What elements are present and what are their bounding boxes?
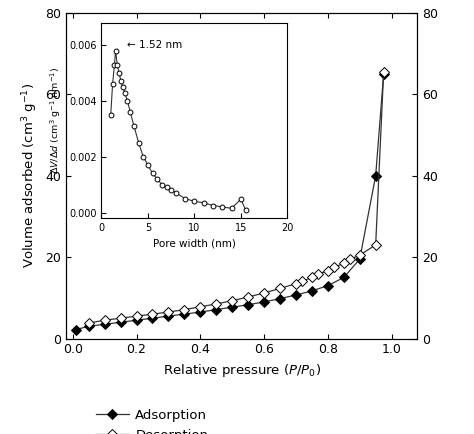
Adsorption bbox=[381, 72, 386, 77]
Adsorption bbox=[245, 302, 251, 307]
Adsorption bbox=[277, 296, 283, 301]
Desorption bbox=[315, 272, 321, 277]
Adsorption bbox=[134, 318, 139, 323]
Adsorption bbox=[118, 319, 123, 325]
Desorption bbox=[381, 69, 386, 75]
Desorption bbox=[229, 298, 235, 303]
Desorption bbox=[347, 256, 353, 262]
Line: Desorption: Desorption bbox=[85, 68, 387, 327]
Desorption bbox=[309, 275, 315, 280]
Desorption bbox=[198, 304, 203, 309]
Desorption bbox=[300, 279, 305, 284]
Adsorption bbox=[182, 312, 187, 317]
Adsorption bbox=[86, 324, 91, 329]
Desorption bbox=[331, 265, 337, 270]
Adsorption bbox=[357, 256, 363, 262]
Desorption bbox=[102, 318, 108, 323]
Adsorption bbox=[325, 283, 331, 288]
Legend: Adsorption, Desorption: Adsorption, Desorption bbox=[91, 404, 214, 434]
Desorption bbox=[261, 290, 267, 296]
Desorption bbox=[118, 316, 123, 321]
Adsorption bbox=[102, 322, 108, 327]
Desorption bbox=[213, 301, 219, 306]
Adsorption bbox=[229, 305, 235, 310]
Y-axis label: Volume adsorbed (cm$^3$ g$^{-1}$): Volume adsorbed (cm$^3$ g$^{-1}$) bbox=[20, 83, 40, 268]
Adsorption bbox=[73, 327, 79, 332]
Adsorption bbox=[293, 293, 299, 298]
Adsorption bbox=[213, 307, 219, 312]
Adsorption bbox=[373, 173, 379, 178]
Desorption bbox=[357, 253, 363, 258]
Line: Adsorption: Adsorption bbox=[72, 70, 387, 333]
Desorption bbox=[293, 281, 299, 286]
Adsorption bbox=[341, 275, 346, 280]
Desorption bbox=[182, 307, 187, 312]
Desorption bbox=[373, 242, 379, 247]
Desorption bbox=[86, 320, 91, 326]
Adsorption bbox=[261, 299, 267, 305]
Desorption bbox=[245, 294, 251, 299]
Desorption bbox=[277, 286, 283, 291]
Adsorption bbox=[309, 288, 315, 293]
Desorption bbox=[150, 312, 155, 317]
Adsorption bbox=[198, 309, 203, 315]
Desorption bbox=[325, 268, 331, 273]
Adsorption bbox=[150, 316, 155, 321]
Desorption bbox=[341, 261, 346, 266]
Adsorption bbox=[165, 313, 171, 319]
X-axis label: Relative pressure ($P/P_0$): Relative pressure ($P/P_0$) bbox=[163, 362, 321, 379]
Desorption bbox=[165, 309, 171, 315]
Desorption bbox=[134, 313, 139, 319]
